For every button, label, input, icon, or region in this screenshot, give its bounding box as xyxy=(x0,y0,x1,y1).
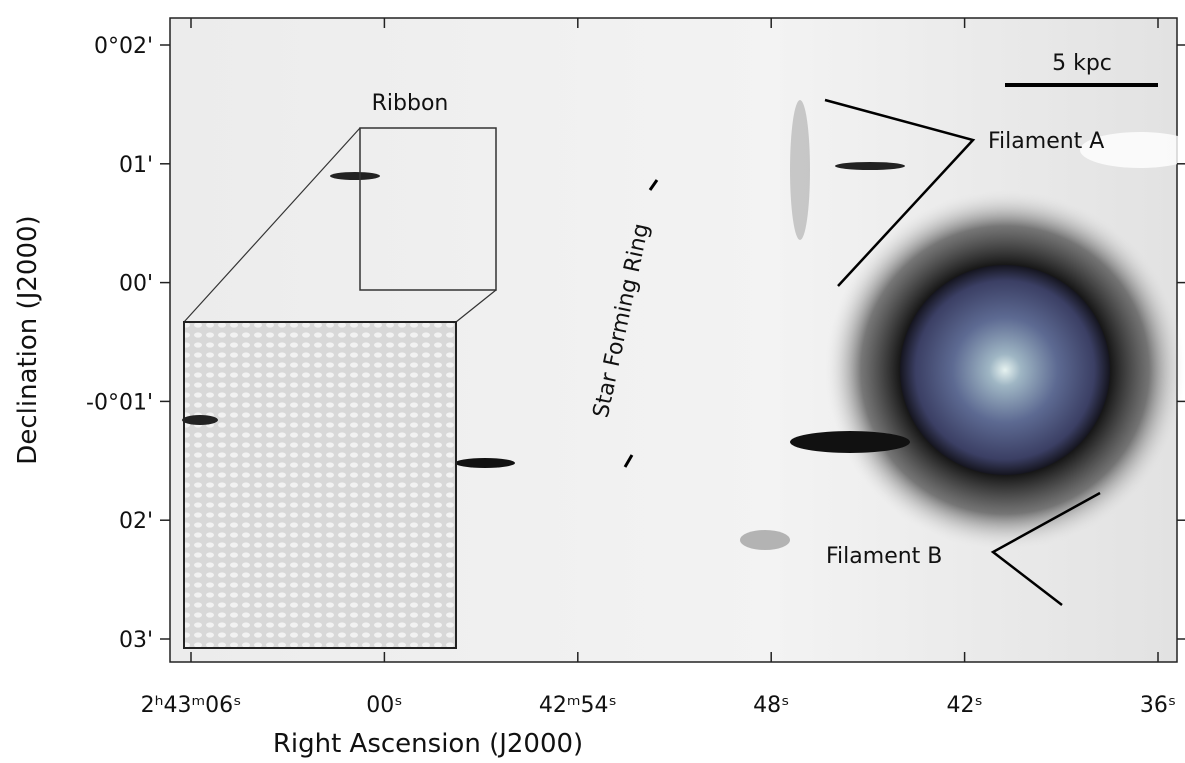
filament-b-label: Filament B xyxy=(826,544,942,569)
x-tick-label: 2ʰ43ᵐ06ˢ xyxy=(141,693,242,718)
scale-label: 5 kpc xyxy=(1052,51,1112,76)
x-tick-label: 42ᵐ54ˢ xyxy=(539,693,617,718)
inset-feature xyxy=(182,415,218,425)
x-tick-label: 00ˢ xyxy=(366,693,402,718)
y-tick-label: 02' xyxy=(119,509,153,534)
x-tick-label: 48ˢ xyxy=(753,693,789,718)
y-tick-label: 03' xyxy=(119,628,153,653)
figure: 5 kpc Ribbon Filament A Filament B Star … xyxy=(0,0,1185,759)
ribbon-label: Ribbon xyxy=(372,91,449,116)
y-axis-label: Declination (J2000) xyxy=(13,215,43,464)
x-axis-label: Right Ascension (J2000) xyxy=(273,729,583,759)
x-tick-label: 36ˢ xyxy=(1140,693,1176,718)
y-tick-label: -0°01' xyxy=(86,390,153,415)
filament-a-label: Filament A xyxy=(988,129,1104,154)
y-tick-label: 0°02' xyxy=(94,34,153,59)
inset xyxy=(184,322,456,648)
y-tick-label: 00' xyxy=(119,272,153,297)
x-tick-label: 42ˢ xyxy=(946,693,982,718)
y-tick-label: 01' xyxy=(119,153,153,178)
